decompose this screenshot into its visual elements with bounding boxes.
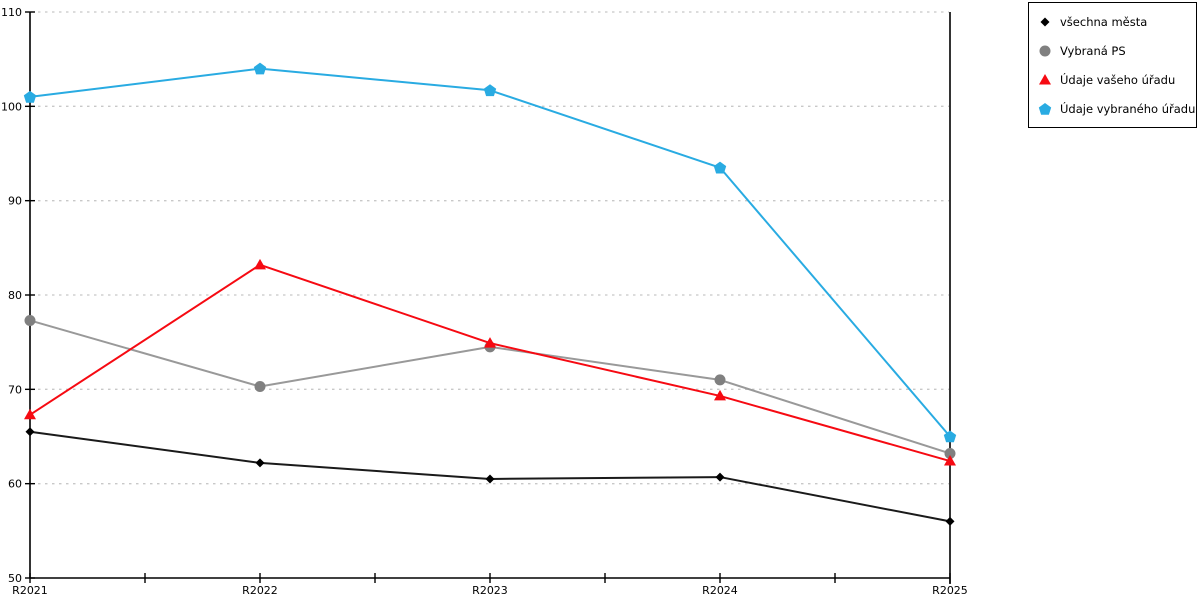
svg-text:60: 60 <box>8 478 22 491</box>
legend-label: Údaje vašeho úřadu <box>1060 72 1176 87</box>
svg-text:100: 100 <box>1 100 22 113</box>
legend-item: Vybraná PS <box>1037 36 1190 65</box>
svg-text:110: 110 <box>1 6 22 19</box>
diamond-icon <box>1040 17 1050 26</box>
legend-label: Údaje vybraného úřadu <box>1060 101 1196 116</box>
svg-text:R2024: R2024 <box>702 584 738 597</box>
legend-label: všechna města <box>1060 14 1148 29</box>
legend-item: Údaje vašeho úřadu <box>1037 65 1190 94</box>
legend-item: Údaje vybraného úřadu <box>1037 94 1195 123</box>
svg-text:80: 80 <box>8 289 22 302</box>
svg-text:50: 50 <box>8 572 22 585</box>
svg-text:70: 70 <box>8 383 22 396</box>
pentagon-icon <box>1038 102 1052 115</box>
triangle-icon <box>1039 73 1051 84</box>
svg-text:R2021: R2021 <box>12 584 48 597</box>
svg-text:R2025: R2025 <box>932 584 968 597</box>
legend: všechna města Vybraná PS Údaje vašeho úř… <box>1028 2 1197 128</box>
legend-label: Vybraná PS <box>1060 43 1126 58</box>
svg-text:90: 90 <box>8 195 22 208</box>
legend-item: všechna města <box>1037 7 1190 36</box>
svg-text:R2022: R2022 <box>242 584 278 597</box>
svg-text:R2023: R2023 <box>472 584 508 597</box>
circle-icon <box>1039 45 1051 56</box>
